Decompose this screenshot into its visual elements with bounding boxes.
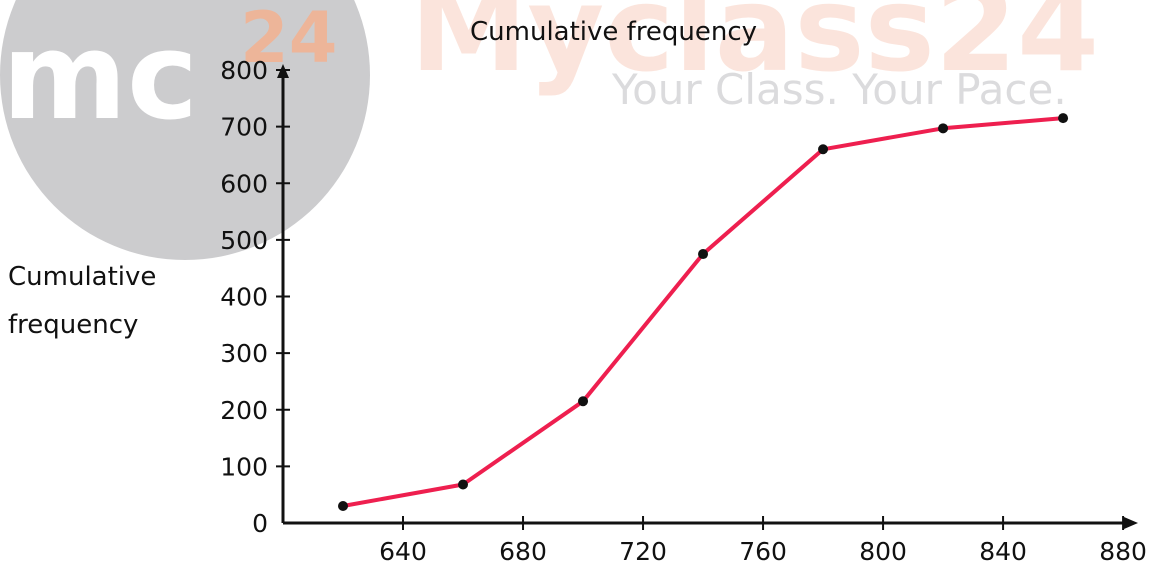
x-tick-label: 640 [379,537,427,566]
data-point [698,249,709,260]
y-tick-label: 700 [220,113,268,142]
data-point [458,479,469,490]
series-group [338,113,1069,512]
x-tick-label: 800 [859,537,907,566]
y-axis-arrow [277,64,289,78]
watermark-tagline: Your Class. Your Pace. [611,65,1067,114]
data-point [818,144,829,155]
y-axis-label-line-1: Cumulative [8,262,156,292]
x-tick-label: 760 [739,537,787,566]
y-axis-label-line-2: frequency [8,310,138,340]
y-tick-label: 400 [220,283,268,312]
axis-ticks: 0 100 200 300 400 500 600 700 800 640 680 720 760 800… [220,56,1147,566]
x-tick-label: 880 [1099,537,1147,566]
watermark-brand: Myclass24 [410,0,1099,98]
watermark-logo-text: mc [2,8,198,147]
x-tick-label: 840 [979,537,1027,566]
y-tick-label: 200 [220,396,268,425]
chart-title: Cumulative frequency [470,17,757,47]
data-point [938,123,949,134]
y-tick-label: 0 [252,509,268,538]
data-point [338,501,349,512]
watermark: mc 24 Myclass24 Your Class. Your Pace. [0,0,1099,260]
watermark-logo-circle [0,0,370,260]
cumulative-frequency-line [341,116,1066,508]
y-tick-label: 100 [220,452,268,481]
y-tick-label: 500 [220,226,268,255]
x-tick-label: 720 [619,537,667,566]
x-axis-arrow [1124,517,1138,529]
watermark-logo-superscript: 24 [240,0,337,79]
data-point [578,396,589,407]
data-point [1058,113,1069,124]
y-tick-label: 600 [220,169,268,198]
x-tick-label: 680 [499,537,547,566]
y-tick-label: 800 [220,56,268,85]
y-tick-label: 300 [220,339,268,368]
